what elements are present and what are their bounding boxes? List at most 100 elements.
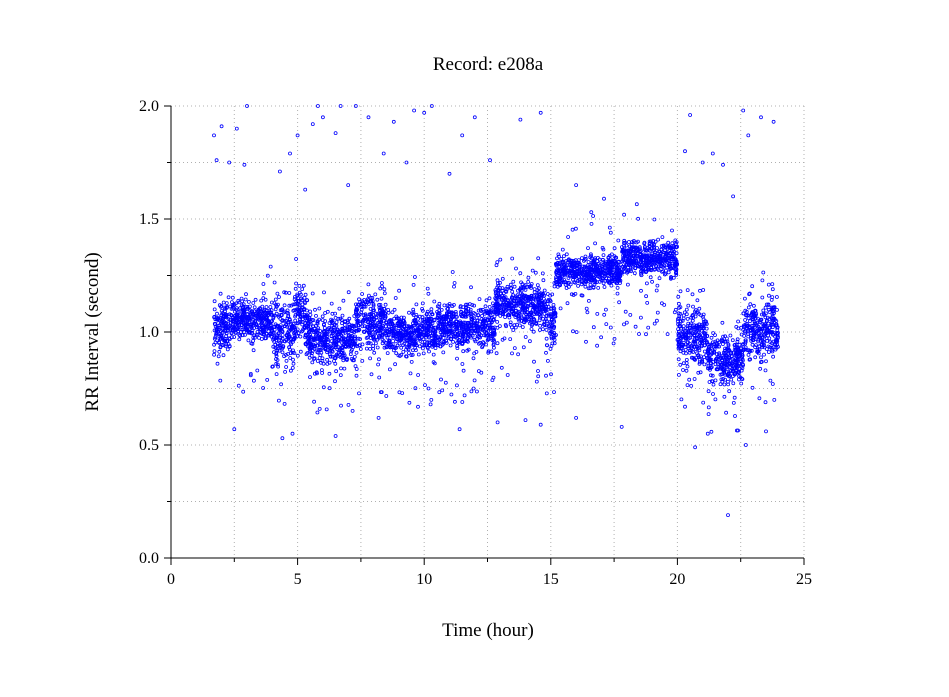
data-point [346, 183, 351, 188]
data-point [650, 279, 654, 284]
data-points [212, 104, 780, 517]
data-point [612, 246, 617, 251]
data-point [526, 296, 531, 301]
data-point [369, 316, 374, 321]
data-point [252, 305, 257, 310]
data-point [686, 303, 691, 308]
data-point [532, 304, 536, 309]
data-point [391, 331, 396, 336]
data-point [710, 373, 715, 378]
data-point [660, 269, 664, 274]
data-point [771, 119, 776, 124]
data-point [229, 300, 234, 305]
data-point [776, 334, 780, 339]
data-point [659, 244, 664, 248]
data-point [673, 256, 677, 261]
data-point [684, 368, 689, 373]
data-point [246, 306, 251, 311]
data-point [413, 346, 418, 350]
data-point [458, 305, 463, 310]
data-point [615, 274, 619, 279]
data-point [685, 364, 690, 369]
data-point [769, 297, 774, 302]
data-point [488, 308, 493, 313]
data-point [748, 336, 753, 341]
data-point [520, 303, 525, 308]
data-point [601, 262, 605, 267]
data-point [488, 313, 493, 318]
data-point [357, 312, 362, 317]
data-point [366, 115, 371, 120]
data-point [366, 293, 371, 298]
data-point [600, 270, 605, 275]
data-point [565, 263, 570, 267]
data-point [216, 354, 221, 359]
data-point [314, 329, 319, 334]
data-point [710, 379, 715, 384]
data-point [319, 340, 324, 345]
data-point [697, 345, 701, 350]
data-point [363, 312, 368, 317]
data-point [247, 319, 252, 324]
data-point [550, 330, 555, 335]
data-point [273, 297, 278, 302]
data-point [612, 336, 617, 341]
data-point [557, 261, 562, 266]
data-point [353, 104, 358, 108]
data-point [312, 371, 317, 376]
data-point [387, 320, 392, 325]
data-point [623, 260, 628, 265]
data-point [721, 334, 725, 339]
data-point [644, 294, 648, 299]
data-point [584, 279, 589, 284]
data-point [540, 304, 545, 309]
data-point [753, 345, 757, 350]
data-point [552, 390, 556, 395]
data-point [514, 299, 519, 304]
data-point [368, 320, 373, 325]
data-point [281, 310, 286, 315]
data-point [532, 312, 536, 317]
data-point [288, 368, 293, 373]
data-point [218, 333, 223, 338]
data-point [721, 342, 725, 347]
data-point [715, 338, 720, 343]
data-point [775, 295, 779, 299]
data-point [709, 429, 714, 434]
data-point [260, 320, 265, 325]
data-point [531, 316, 536, 321]
data-point [560, 278, 565, 283]
data-point [339, 337, 344, 342]
data-point [429, 104, 434, 108]
data-point [354, 310, 359, 314]
data-point [349, 328, 354, 333]
data-point [517, 323, 522, 328]
data-point [564, 252, 569, 257]
data-point [324, 407, 329, 412]
data-point [253, 297, 258, 302]
data-point [761, 270, 766, 275]
data-point [296, 331, 301, 335]
data-point [399, 315, 404, 320]
data-point [320, 314, 325, 319]
data-point [443, 324, 448, 329]
data-point [366, 340, 371, 345]
data-point [315, 359, 320, 363]
data-point [394, 351, 399, 356]
data-point [384, 331, 389, 336]
data-point [685, 330, 690, 335]
data-point [669, 275, 673, 279]
data-point [410, 352, 415, 357]
data-point [257, 335, 261, 340]
data-point [352, 354, 357, 359]
data-point [455, 333, 460, 338]
data-point [606, 255, 611, 260]
data-point [373, 292, 378, 297]
data-point [613, 277, 618, 282]
data-point [495, 260, 500, 265]
data-point [690, 355, 694, 360]
data-point [306, 336, 311, 341]
data-point [537, 300, 542, 305]
data-point [461, 349, 466, 354]
data-point [331, 325, 336, 330]
